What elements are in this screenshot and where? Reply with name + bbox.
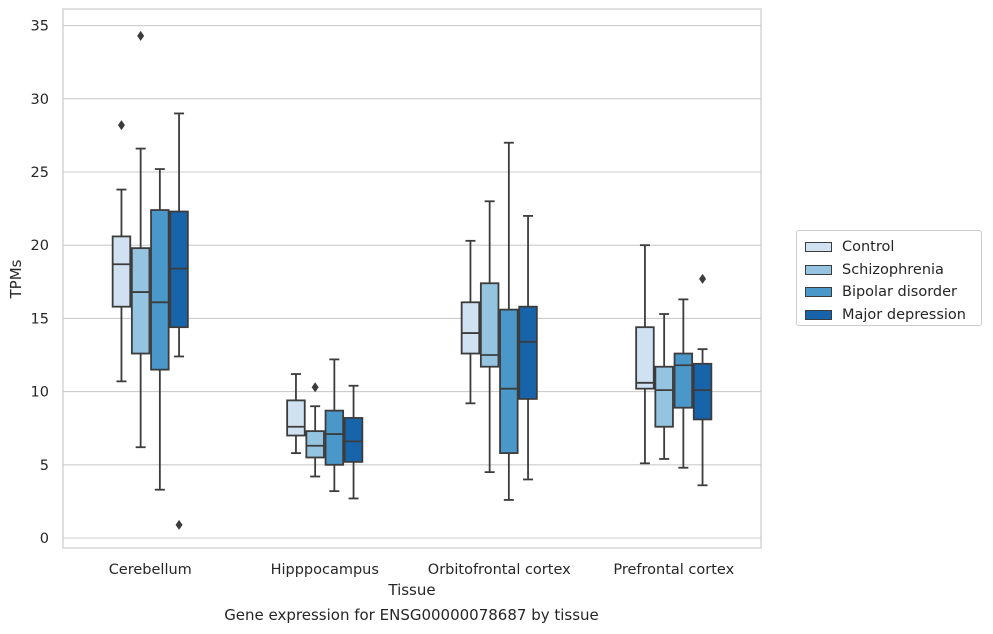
box-schizophrenia — [130, 30, 151, 449]
box-iqr — [111, 235, 132, 308]
y-tick-label: 15 — [31, 311, 49, 327]
y-tick-label: 35 — [31, 19, 49, 35]
box-iqr — [479, 282, 500, 368]
box-major-depression — [169, 112, 189, 530]
legend-item: Schizophrenia — [805, 259, 973, 282]
chart-caption: Gene expression for ENSG00000078687 by t… — [224, 606, 599, 624]
x-tick-label: Prefrontal cortex — [613, 562, 734, 578]
outlier-point — [137, 30, 145, 41]
boxes — [111, 30, 713, 530]
box-iqr — [673, 352, 694, 409]
box-iqr — [150, 209, 170, 371]
box-iqr — [499, 308, 519, 454]
legend-label: Major depression — [842, 306, 966, 323]
box-control — [460, 239, 481, 405]
box-control — [286, 373, 306, 454]
outlier-point — [117, 120, 125, 131]
y-tick-label: 30 — [31, 92, 49, 108]
box-iqr — [654, 365, 674, 428]
y-tick-label: 25 — [31, 165, 49, 181]
legend: Control Schizophrenia Bipolar disorder Majo… — [796, 230, 982, 326]
box-iqr — [343, 417, 364, 463]
outlier-point — [699, 273, 707, 284]
legend-item: Control — [805, 236, 973, 259]
legend-item: Major depression — [805, 304, 973, 327]
box-major-depression — [518, 215, 538, 481]
y-tick-label: 5 — [40, 458, 49, 474]
box-bipolar-disorder — [673, 298, 694, 469]
box-bipolar-disorder — [150, 168, 170, 491]
y-tick-label: 20 — [31, 238, 49, 254]
x-axis-label: Tissue — [387, 581, 435, 599]
x-tick-label: Orbitofrontal cortex — [428, 562, 571, 578]
box-major-depression — [692, 273, 713, 487]
box-iqr — [286, 399, 306, 437]
x-tick-labels: Cerebellum Hipppocampus Orbitofrontal cort… — [109, 562, 735, 578]
box-control — [111, 120, 132, 383]
legend-label: Control — [842, 239, 895, 256]
box-schizophrenia — [479, 200, 500, 474]
y-axis-label: TPMs — [7, 259, 25, 299]
box-iqr — [635, 326, 655, 390]
legend-swatch — [805, 242, 832, 253]
x-tick-label: Cerebellum — [109, 562, 192, 578]
box-bipolar-disorder — [324, 358, 345, 493]
legend-swatch — [805, 309, 832, 320]
box-iqr — [460, 301, 481, 355]
box-iqr — [324, 409, 345, 466]
box-major-depression — [343, 384, 364, 500]
y-tick-labels: 0 5 10 15 20 25 30 35 — [31, 19, 49, 547]
legend-swatch — [805, 287, 832, 298]
x-tick-label: Hipppocampus — [271, 562, 379, 578]
plot-frame — [62, 8, 762, 549]
outlier-point — [175, 519, 183, 530]
legend-swatch — [805, 264, 832, 275]
box-schizophrenia — [305, 382, 325, 478]
box-control — [635, 244, 655, 465]
box-schizophrenia — [654, 313, 674, 460]
legend-item: Bipolar disorder — [805, 281, 973, 304]
box-iqr — [692, 362, 713, 421]
legend-label: Schizophrenia — [842, 261, 944, 278]
box-iqr — [305, 430, 325, 459]
box-iqr — [518, 305, 538, 400]
box-iqr — [130, 247, 151, 355]
box-bipolar-disorder — [499, 141, 519, 501]
y-tick-label: 0 — [40, 531, 49, 547]
outlier-point — [311, 382, 319, 393]
y-tick-label: 10 — [31, 385, 49, 401]
legend-label: Bipolar disorder — [842, 284, 957, 301]
